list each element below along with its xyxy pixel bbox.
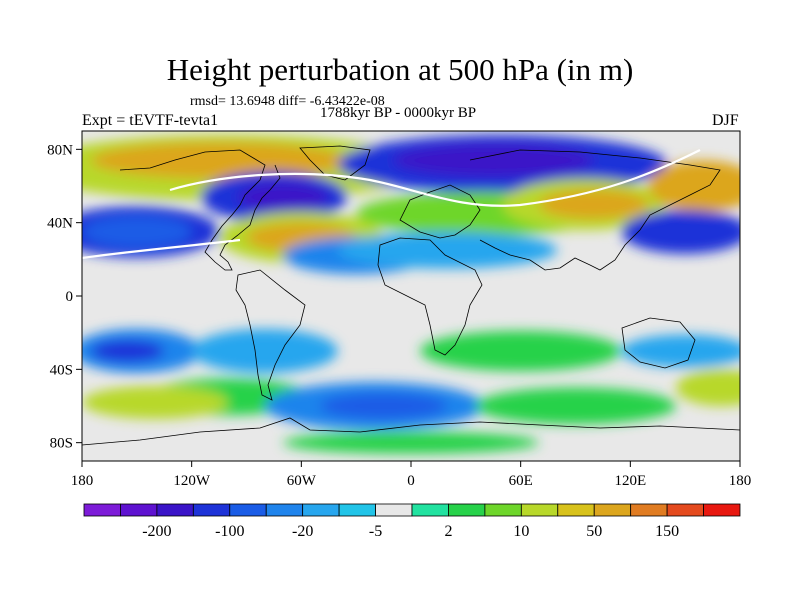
colorbar-swatch — [520, 503, 559, 517]
field-blob — [82, 385, 229, 419]
field-blob — [319, 393, 448, 419]
field-blob — [420, 330, 622, 372]
colorbar-swatch — [411, 503, 449, 517]
lat-tick-label: 80N — [47, 142, 73, 158]
colorbar-swatch — [557, 503, 595, 517]
field-blob — [82, 215, 192, 249]
lon-tick-label: 180 — [729, 473, 752, 489]
colorbar-swatch — [338, 503, 376, 517]
colorbar-swatch — [302, 503, 340, 517]
zero-contour-north — [169, 149, 701, 207]
colorbar-swatch — [120, 503, 158, 517]
colorbar-swatch — [265, 503, 304, 517]
experiment-label: Expt = tEVTF-tevta1 — [82, 112, 219, 129]
colorbar-label: -20 — [292, 523, 313, 540]
period-label: 1788kyr BP - 0000kyr BP — [320, 105, 477, 121]
page-title: Height perturbation at 500 hPa (in m) — [166, 52, 634, 87]
lat-tick-label: 0 — [66, 289, 74, 305]
stats-line: rmsd= 13.6948 diff= -6.43422e-08 — [190, 94, 385, 109]
colorbar-swatch — [484, 503, 522, 517]
colorbar — [83, 503, 741, 517]
field-blob — [91, 142, 348, 179]
field-blob — [676, 369, 740, 406]
colorbar-swatch — [593, 503, 632, 517]
north-america-coast — [119, 149, 281, 271]
season-label: DJF — [712, 112, 739, 129]
lon-tick-label: 120W — [173, 473, 211, 489]
lon-tick-label: 60W — [287, 473, 317, 489]
colorbar-swatch — [83, 503, 121, 517]
lat-tick-label: 80S — [50, 436, 73, 452]
south-america-coast — [235, 269, 306, 401]
lon-tick-label: 0 — [407, 473, 415, 489]
lon-tick-label: 180 — [71, 473, 94, 489]
colorbar-labels: -200 -100 -20 -5 2 10 50 150 — [142, 523, 679, 540]
field-blob — [91, 340, 165, 362]
antarctica-coast — [82, 417, 740, 446]
greenland-coast — [299, 145, 371, 181]
colorbar-swatch — [375, 503, 413, 517]
field-blob — [337, 231, 558, 269]
lat-tick-label: 40S — [50, 362, 73, 378]
asia-coast — [469, 149, 721, 271]
colorbar-swatch — [448, 503, 486, 517]
field-blob — [237, 182, 329, 212]
field-blob — [621, 334, 740, 368]
field-blob — [648, 160, 740, 212]
field-blob — [283, 431, 539, 454]
colorbar-label: 10 — [513, 523, 529, 540]
longitude-axis: 180 120W 60W 0 60E 120E 180 — [71, 461, 752, 489]
colorbar-label: -100 — [215, 523, 244, 540]
colorbar-swatch — [156, 503, 194, 517]
coastlines — [82, 145, 740, 446]
field-blob — [538, 189, 649, 219]
colorbar-swatch — [703, 503, 741, 517]
colorbar-label: -5 — [369, 523, 382, 540]
lon-tick-label: 60E — [509, 473, 533, 489]
zero-contours — [82, 149, 701, 260]
colorbar-swatch — [666, 503, 704, 517]
colorbar-label: 50 — [586, 523, 602, 540]
field-blob — [191, 329, 338, 373]
latitude-axis: 80N 40N 0 40S 80S — [47, 142, 82, 452]
colorbar-swatch — [192, 503, 231, 517]
height-field — [82, 134, 740, 454]
zero-contour-midlat — [82, 238, 241, 260]
field-blob — [621, 209, 740, 254]
field-blob — [474, 387, 677, 425]
colorbar-swatch — [229, 503, 267, 517]
colorbar-label: -200 — [142, 523, 171, 540]
lon-tick-label: 120E — [614, 473, 646, 489]
colorbar-label: 2 — [444, 523, 452, 540]
europe-coast — [399, 184, 481, 239]
colorbar-swatch — [630, 503, 668, 517]
map-panel — [81, 130, 741, 462]
field-blob — [392, 143, 594, 177]
africa-coast — [377, 237, 483, 356]
colorbar-label: 150 — [655, 523, 679, 540]
australia-coast — [621, 317, 696, 369]
lat-tick-label: 40N — [47, 216, 73, 232]
